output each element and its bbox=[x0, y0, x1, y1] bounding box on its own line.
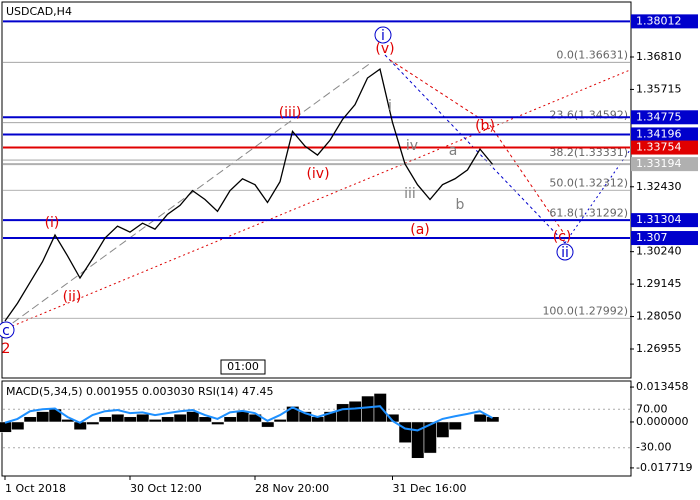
price-line bbox=[4, 68, 494, 322]
macd-bar bbox=[236, 411, 250, 423]
x-tick-label: 28 Nov 20:00 bbox=[255, 482, 329, 495]
wave-label: ii bbox=[561, 245, 569, 261]
macd-bar bbox=[273, 419, 287, 423]
y-tick-label: 1.26955 bbox=[636, 342, 682, 355]
macd-bar bbox=[336, 403, 350, 423]
indicator-frame bbox=[1, 380, 632, 477]
macd-bar bbox=[111, 413, 125, 423]
trend-line bbox=[564, 149, 631, 244]
y-tick-label: 1.30240 bbox=[636, 245, 682, 258]
macd-bar bbox=[23, 416, 37, 423]
y-tick-label: 1.32430 bbox=[636, 180, 682, 193]
wave-label: c bbox=[2, 323, 10, 339]
macd-bar bbox=[223, 416, 237, 423]
level-label: 1.31304 bbox=[636, 213, 682, 226]
wave-label: (c) bbox=[553, 229, 572, 245]
level-box bbox=[631, 14, 698, 29]
trend-line bbox=[489, 124, 566, 236]
macd-bar bbox=[448, 421, 462, 430]
macd-bar bbox=[161, 416, 175, 423]
wave-label: iii bbox=[404, 186, 416, 202]
macd-bar bbox=[98, 416, 112, 423]
wave-label: 2 bbox=[2, 341, 11, 357]
time-marker: 01:00 bbox=[227, 360, 259, 373]
fib-label: 50.0(1.32312) bbox=[549, 176, 628, 189]
wave-label: (b) bbox=[475, 118, 495, 134]
trend-line bbox=[384, 54, 566, 244]
wave-label: (iii) bbox=[279, 105, 302, 121]
trend-line bbox=[389, 59, 491, 126]
level-label: 1.34775 bbox=[636, 110, 682, 123]
wave-label: (iv) bbox=[306, 166, 329, 182]
fib-label: 61.8(1.31292) bbox=[549, 206, 628, 219]
macd-bar bbox=[486, 416, 500, 423]
wave-circle bbox=[556, 243, 574, 261]
y-tick-label: 1.35715 bbox=[636, 82, 682, 95]
wave-label: i bbox=[388, 98, 392, 114]
macd-bar bbox=[86, 421, 100, 425]
x-tick-label: 30 Oct 12:00 bbox=[130, 482, 202, 495]
fib-label: 38.2(1.33331) bbox=[549, 146, 628, 159]
y-tick-label: 1.28050 bbox=[636, 310, 682, 323]
wave-label: (ii) bbox=[63, 289, 82, 305]
level-label: 1.33754 bbox=[636, 141, 682, 154]
wave-label: (i) bbox=[45, 215, 60, 231]
y2-tick-label: -30.00 bbox=[636, 441, 671, 454]
level-label: 1.38012 bbox=[636, 14, 682, 27]
macd-bar bbox=[473, 413, 487, 423]
wave-label: b bbox=[456, 197, 465, 213]
chart-title: USDCAD,H4 bbox=[6, 5, 72, 18]
level-box bbox=[631, 231, 698, 246]
y2-tick-label: 70.00 bbox=[636, 402, 668, 415]
y-tick-label: 0.013458 bbox=[636, 380, 689, 393]
macd-bar bbox=[123, 416, 137, 423]
level-box bbox=[631, 213, 698, 228]
level-label: 1.33194 bbox=[636, 157, 682, 170]
macd-bar bbox=[148, 419, 162, 423]
wave-circle bbox=[374, 26, 392, 44]
macd-bar bbox=[261, 421, 275, 428]
level-label: 1.34196 bbox=[636, 127, 682, 140]
macd-bar bbox=[36, 411, 50, 423]
macd-bar bbox=[136, 413, 150, 423]
indicator-title: MACD(5,34,5) 0.001955 0.003030 RSI(14) 4… bbox=[6, 385, 273, 398]
trend-line bbox=[2, 69, 631, 331]
wave-label: iv bbox=[406, 138, 418, 154]
y-tick-label: 1.29145 bbox=[636, 277, 682, 290]
y-tick-label: -0.017719 bbox=[636, 461, 692, 474]
macd-bar bbox=[198, 416, 212, 423]
x-tick-label: 31 Dec 16:00 bbox=[393, 482, 467, 495]
rsi-line bbox=[4, 405, 493, 432]
level-box bbox=[631, 110, 698, 125]
wave-circle bbox=[0, 321, 15, 339]
level-box bbox=[631, 140, 698, 155]
macd-bar bbox=[173, 413, 187, 423]
fib-label: 23.6(1.34592) bbox=[549, 109, 628, 122]
wave-label: (v) bbox=[375, 41, 394, 57]
wave-label: (a) bbox=[410, 222, 430, 238]
fib-label: 100.0(1.27992) bbox=[542, 304, 628, 317]
fib-label: 0.0(1.36631) bbox=[556, 48, 628, 61]
macd-bar bbox=[348, 400, 362, 423]
macd-bar bbox=[361, 395, 375, 423]
level-box bbox=[631, 157, 698, 172]
y-tick-label: 1.36810 bbox=[636, 50, 682, 63]
macd-bar bbox=[11, 421, 25, 430]
macd-bar bbox=[186, 411, 200, 423]
macd-bar bbox=[436, 421, 450, 438]
wave-label: i bbox=[381, 28, 385, 44]
wave-label: a bbox=[449, 143, 458, 159]
macd-bar bbox=[211, 421, 225, 425]
y-tick-label: 0.000000 bbox=[636, 415, 689, 428]
time-marker-box bbox=[220, 359, 266, 375]
x-tick-label: 1 Oct 2018 bbox=[5, 482, 66, 495]
level-label: 1.307 bbox=[636, 231, 668, 244]
level-box bbox=[631, 127, 698, 142]
